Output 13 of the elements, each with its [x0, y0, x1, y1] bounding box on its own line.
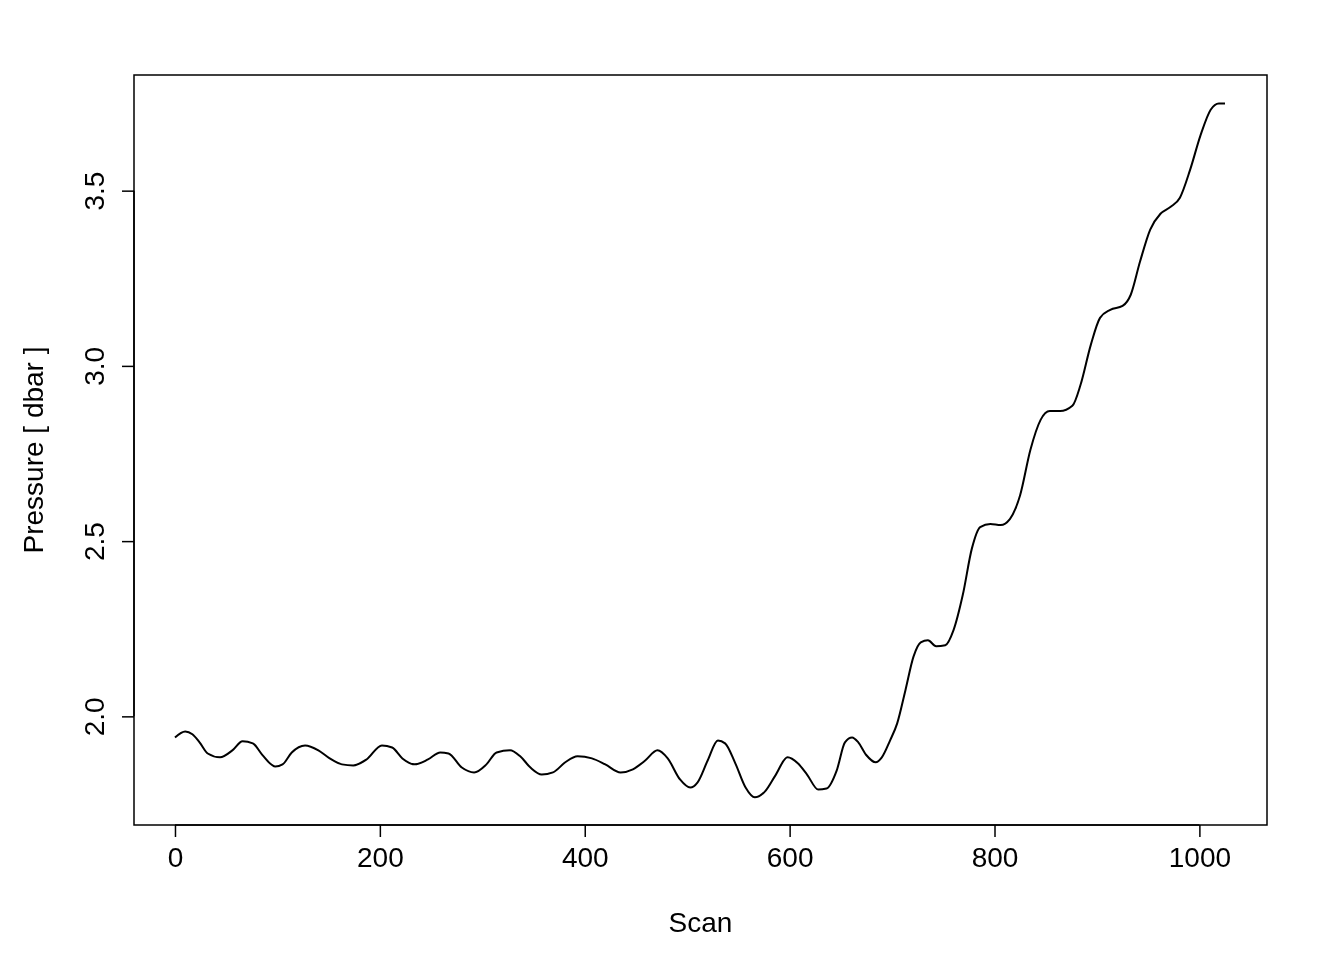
y-tick-label: 2.5	[79, 522, 110, 562]
x-tick-label: 200	[357, 841, 404, 873]
y-tick-label: 3.5	[79, 171, 110, 211]
y-axis-title: Pressure [ dbar ]	[18, 346, 49, 554]
x-tick-label: 600	[766, 841, 814, 873]
x-tick-label: 400	[561, 841, 609, 873]
x-tick-label: 0	[167, 841, 184, 873]
line-series	[173, 102, 1226, 799]
x-tick-label: 1000	[1168, 841, 1232, 873]
y-tick-label: 2.0	[79, 697, 110, 737]
y-tick-label: 3.0	[79, 346, 110, 386]
x-tick-label: 800	[971, 841, 1019, 873]
x-axis-title: Scan	[668, 907, 733, 938]
